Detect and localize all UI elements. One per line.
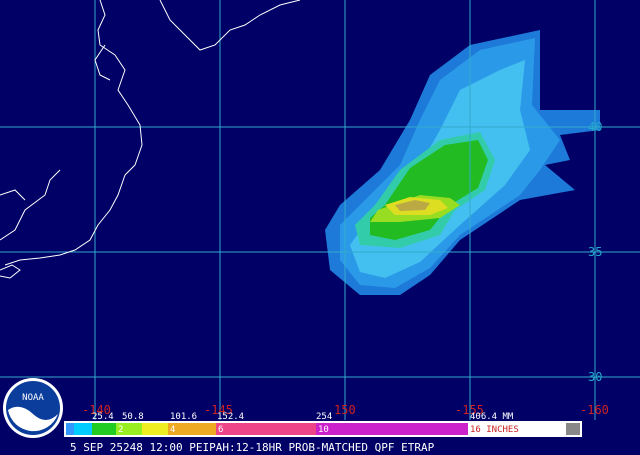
legend-label: 4 — [170, 425, 175, 435]
logo-text: NOAA — [22, 393, 44, 403]
legend-label: 406.4 MM — [470, 412, 514, 422]
legend-label: 6 — [218, 425, 223, 435]
map-title: 5 SEP 25248 12:00 PEIPAH:12-18HR PROB-MA… — [70, 441, 435, 454]
coastline — [0, 0, 301, 279]
lat-label: 35 — [588, 245, 602, 259]
lon-label: -155 — [455, 403, 484, 417]
legend-label: 101.6 — [170, 412, 197, 422]
lon-label: 150 — [334, 403, 356, 417]
lat-label: 30 — [588, 370, 602, 384]
qpf-swath — [325, 30, 600, 295]
graticule — [0, 0, 640, 420]
legend-label: 2 — [118, 425, 123, 435]
legend-label: 254 — [316, 412, 332, 422]
color-bar — [64, 421, 582, 437]
noaa-logo: NOAA — [3, 378, 63, 438]
lat-label: 40 — [588, 120, 602, 134]
legend-label: 50.8 — [122, 412, 144, 422]
lon-label: -140 — [82, 403, 111, 417]
lon-label: -160 — [580, 403, 609, 417]
legend-label: 16 INCHES — [470, 425, 519, 435]
legend-label: 152.4 — [217, 412, 244, 422]
legend-label: 10 — [318, 425, 329, 435]
lon-label: -145 — [204, 403, 233, 417]
legend-label: 25.4 — [92, 412, 114, 422]
